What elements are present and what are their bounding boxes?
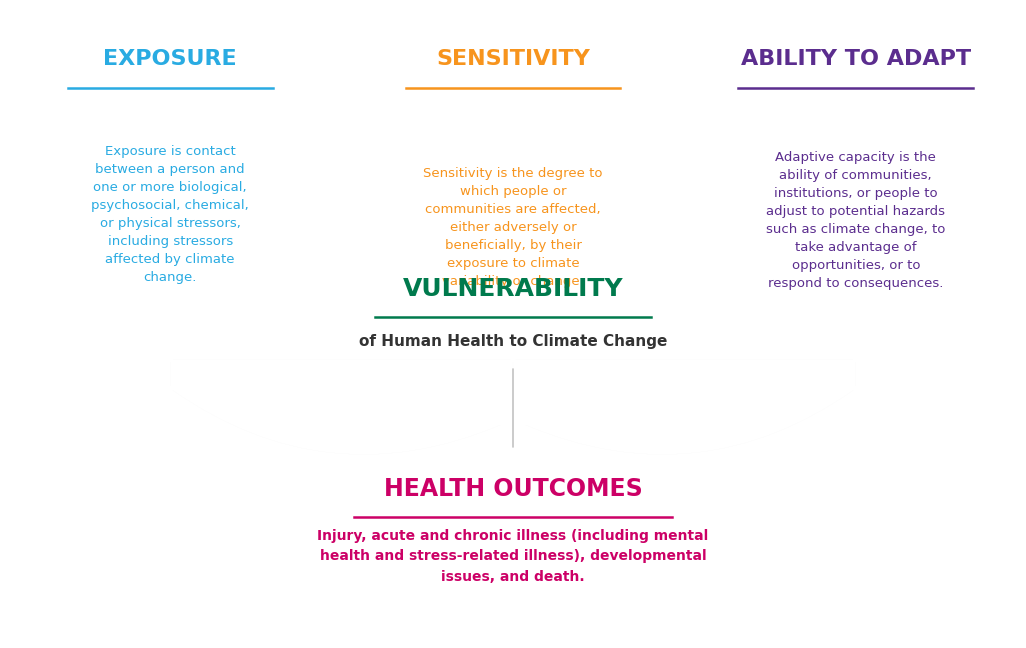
- Text: VULNERABILITY: VULNERABILITY: [402, 277, 624, 301]
- Text: Injury, acute and chronic illness (including mental
health and stress-related il: Injury, acute and chronic illness (inclu…: [317, 529, 709, 584]
- FancyArrowPatch shape: [172, 390, 501, 454]
- Text: Sensitivity is the degree to
which people or
communities are affected,
either ad: Sensitivity is the degree to which peopl…: [424, 167, 602, 288]
- Text: Exposure is contact
between a person and
one or more biological,
psychosocial, c: Exposure is contact between a person and…: [91, 145, 249, 284]
- Text: ABILITY TO ADAPT: ABILITY TO ADAPT: [741, 49, 971, 69]
- FancyArrowPatch shape: [525, 390, 854, 454]
- Text: HEALTH OUTCOMES: HEALTH OUTCOMES: [384, 476, 642, 500]
- Text: of Human Health to Climate Change: of Human Health to Climate Change: [359, 334, 667, 349]
- Text: Adaptive capacity is the
ability of communities,
institutions, or people to
adju: Adaptive capacity is the ability of comm…: [766, 151, 946, 290]
- Text: EXPOSURE: EXPOSURE: [104, 49, 237, 69]
- Text: SENSITIVITY: SENSITIVITY: [436, 49, 590, 69]
